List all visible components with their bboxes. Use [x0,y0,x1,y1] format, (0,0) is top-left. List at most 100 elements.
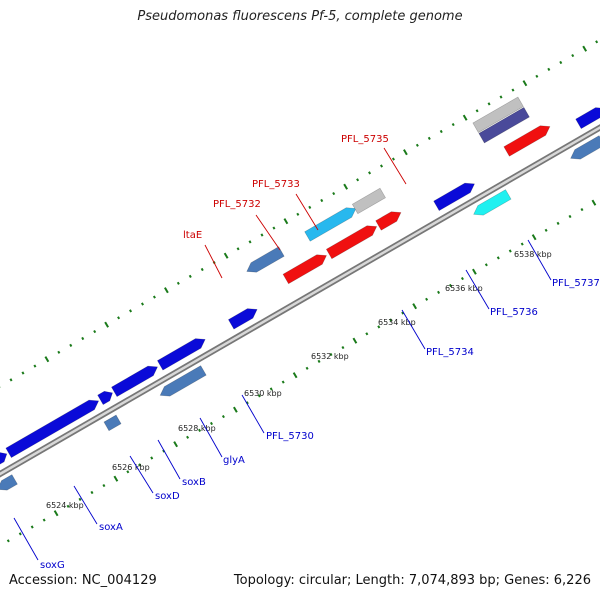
gene-label-inner: PFL_5734 [426,347,474,358]
inner-tick [173,441,178,448]
gene-label-outer: PFL_5732 [213,199,261,210]
outer-tick [140,302,144,306]
outer-tick [368,171,372,175]
gene-arrow-soxB [111,365,159,398]
gene-arrow-PFL_5734 [433,182,475,212]
outer-tick [188,274,192,278]
outer-tick [69,343,73,347]
inner-tick [102,484,106,488]
outer-tick [571,53,575,58]
kbp-label: 6532 kbp [311,352,349,361]
gene-arrow-ltaE [246,246,285,273]
gene-arrow-soxD [97,390,113,406]
outer-tick [343,183,349,190]
gene-arrow-PFL_5735-red [503,125,551,157]
inner-tick [412,303,418,310]
gene-label-inner: soxB [182,477,206,488]
inner-tick [401,311,405,315]
outer-tick [248,240,252,244]
inner-tick [66,504,70,508]
gene-arrow-blue [0,452,8,465]
outer-tick [21,371,25,375]
inner-tick [484,263,488,267]
inner-tick [544,228,548,232]
accession-text: Accession: NC_004129 [9,573,157,588]
outer-tick [164,287,169,294]
kbp-label: 6524 kbp [46,501,84,510]
inner-tick [162,449,166,453]
leader-line [129,455,154,494]
outer-tick [511,88,515,92]
inner-tick [281,380,285,384]
inner-tick [30,525,34,529]
gene-arrow-PFL_5735-gray [472,96,524,133]
inner-tick [531,234,537,241]
inner-tick [591,199,597,206]
outer-tick [356,178,360,182]
outer-tick [320,198,324,203]
outer-tick [200,267,204,272]
gene-label-inner: PFL_5736 [490,307,538,318]
inner-tick [449,283,452,288]
leader-line [465,269,490,310]
gene-label-inner: soxA [99,522,123,533]
inner-tick [209,421,213,426]
outer-tick [236,247,240,251]
inner-tick [198,428,202,432]
gene-label-inner: soxG [40,560,65,571]
gene-arrow-soxG [0,474,18,491]
leader-line [255,214,281,251]
kbp-label: 6528 kbp [178,424,216,433]
inner-tick [292,372,298,379]
inner-tick [269,387,273,391]
outer-tick [223,252,229,259]
outer-tick [415,143,419,147]
outer-tick [535,74,539,78]
inner-tick [305,366,309,370]
inner-tick [460,277,464,281]
gene-label-inner: soxD [155,491,180,502]
inner-tick [472,268,477,275]
leader-line [527,239,552,281]
inner-tick [341,346,345,350]
inner-tick [425,297,429,301]
outer-tick [499,95,503,99]
inner-tick [317,359,321,363]
inner-tick [389,318,393,322]
outer-tick [9,378,13,382]
outer-tick [391,157,395,161]
outer-tick [117,316,121,320]
inner-tick [257,394,261,398]
inner-tick [568,214,572,219]
gene-arrow-PFL_5730 [227,308,258,330]
kbp-label: 6536 kbp [445,284,483,293]
outer-tick [559,60,563,65]
inner-tick [186,435,190,439]
outer-tick [296,212,300,216]
leader-line [295,193,319,231]
gene-arrow-soxD-inner [103,414,122,432]
outer-tick [176,281,180,285]
outer-tick [272,226,276,230]
outer-tick [129,309,133,313]
inner-tick [508,249,512,253]
inner-tick [580,208,584,212]
gene-label-outer: PFL_5733 [252,179,300,190]
gene-arrow-PFL_5736 [575,107,600,130]
inner-tick [365,332,369,336]
gene-arrow-PFL_5736-inner [570,135,600,160]
inner-tick [556,221,560,225]
inner-tick [245,401,249,405]
inner-tick [78,497,82,501]
outer-tick [427,136,431,140]
map-title: Pseudomonas fluorescens Pf-5, complete g… [137,9,463,24]
inner-tick [233,406,238,413]
gene-label-inner: glyA [223,455,245,466]
inner-tick [126,470,130,474]
inner-tick [377,325,381,329]
inner-tick [90,490,94,495]
gene-arrow-glyA [156,338,206,371]
outer-tick [403,149,408,156]
gene-arrow-PFL_5735-navy [478,107,530,144]
gene-label-outer: ltaE [183,230,202,241]
